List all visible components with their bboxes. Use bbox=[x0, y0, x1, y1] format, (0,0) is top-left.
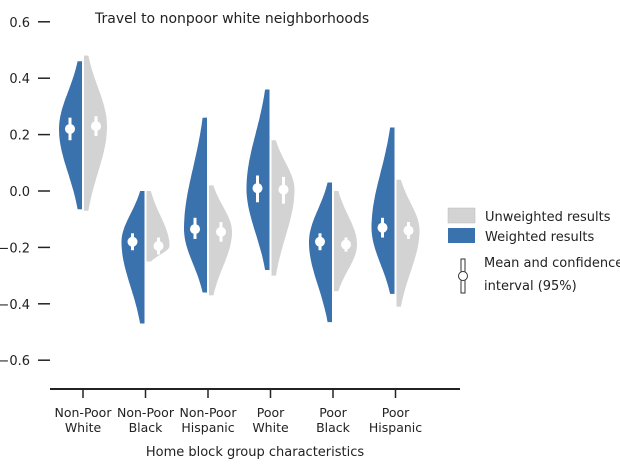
x-tick-label: Non-Poor bbox=[117, 405, 175, 420]
violin-half-weighted bbox=[309, 182, 332, 323]
x-axis-label: Home block group characteristics bbox=[146, 445, 365, 460]
legend-swatch-unweighted bbox=[447, 207, 476, 224]
x-tick-label: Non-Poor bbox=[180, 405, 238, 420]
mean-dot-unweighted bbox=[403, 225, 414, 236]
x-tick-label: Black bbox=[129, 420, 164, 435]
mean-dot-unweighted bbox=[278, 184, 289, 195]
mean-dot-weighted bbox=[252, 183, 263, 194]
mean-dot-unweighted bbox=[91, 121, 101, 132]
x-tick-label: White bbox=[65, 420, 102, 435]
legend: Unweighted results Weighted results Mean… bbox=[447, 207, 620, 294]
mean-dot-unweighted bbox=[153, 240, 164, 251]
violin-half-weighted bbox=[121, 191, 145, 324]
x-tick-label: Poor bbox=[257, 405, 285, 420]
y-tick-label: 0.6 bbox=[9, 16, 30, 31]
y-tick-label: 0.4 bbox=[9, 72, 30, 87]
y-tick-label: −0.6 bbox=[0, 354, 30, 369]
mean-dot-weighted bbox=[65, 123, 75, 134]
legend-swatch-weighted bbox=[448, 228, 475, 243]
mean-dot-weighted bbox=[127, 236, 138, 247]
x-tick-label: Poor bbox=[319, 405, 347, 420]
violin-half-unweighted bbox=[396, 179, 420, 307]
mean-dot-unweighted bbox=[341, 239, 351, 250]
x-tick-label: Non-Poor bbox=[55, 405, 113, 420]
y-tick-label: 0.0 bbox=[9, 185, 30, 200]
mean-dot-weighted bbox=[315, 236, 325, 247]
x-tick-label: Hispanic bbox=[369, 420, 422, 435]
mean-dot-unweighted bbox=[216, 226, 226, 237]
violin-half-unweighted bbox=[146, 191, 170, 262]
x-tick-label: Poor bbox=[382, 405, 410, 420]
violin-half-weighted bbox=[371, 127, 395, 294]
x-tick-label: White bbox=[252, 420, 289, 435]
legend-label-weighted: Weighted results bbox=[485, 230, 594, 245]
mean-dot-weighted bbox=[190, 224, 200, 235]
y-tick-label: −0.4 bbox=[0, 298, 30, 313]
legend-ci-dot bbox=[458, 271, 468, 281]
legend-label-ci-line2: interval (95%) bbox=[484, 279, 577, 294]
y-tick-label: 0.2 bbox=[9, 129, 30, 144]
violin-half-unweighted bbox=[271, 140, 295, 276]
x-tick-label: Hispanic bbox=[181, 420, 234, 435]
x-tick-label: Black bbox=[316, 420, 351, 435]
legend-label-unweighted: Unweighted results bbox=[485, 210, 611, 225]
chart-title: Travel to nonpoor white neighborhoods bbox=[94, 11, 369, 27]
y-tick-label: −0.2 bbox=[0, 241, 30, 256]
legend-label-ci-line1: Mean and confidence bbox=[484, 256, 620, 271]
mean-dot-weighted bbox=[377, 222, 388, 233]
violin-half-weighted bbox=[184, 117, 207, 293]
legend-ci-icon bbox=[458, 258, 468, 294]
